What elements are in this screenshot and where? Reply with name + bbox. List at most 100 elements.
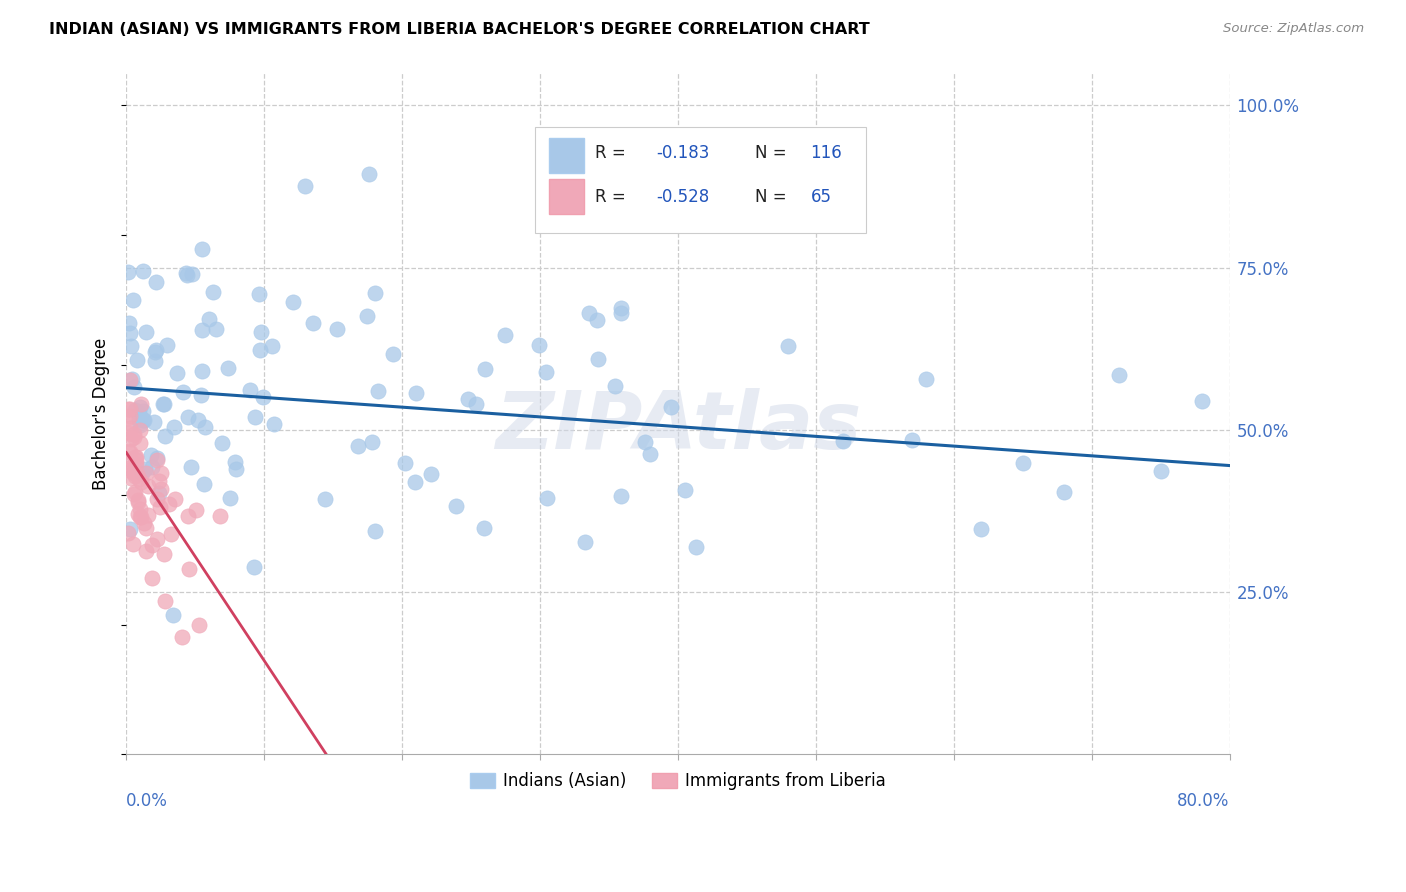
Point — [191, 364, 214, 378]
Point — [356, 309, 378, 323]
Point — [250, 325, 273, 339]
Point — [129, 417, 152, 432]
Point — [166, 366, 188, 380]
Point — [129, 502, 152, 516]
Point — [120, 421, 142, 435]
Point — [145, 276, 167, 290]
Point — [193, 476, 215, 491]
Point — [163, 491, 186, 506]
Point — [578, 306, 600, 320]
Point — [122, 486, 145, 500]
Point — [661, 400, 683, 414]
Point — [128, 473, 150, 487]
Point — [148, 475, 170, 489]
Point — [124, 469, 146, 483]
Point — [117, 401, 139, 416]
Point — [138, 508, 160, 522]
Point — [152, 397, 174, 411]
Point — [132, 403, 155, 417]
Text: N =: N = — [755, 145, 792, 162]
Point — [224, 455, 246, 469]
Point — [146, 492, 169, 507]
Point — [139, 448, 162, 462]
Point — [363, 286, 385, 301]
Point — [124, 450, 146, 464]
Point — [118, 409, 141, 424]
Text: Source: ZipAtlas.com: Source: ZipAtlas.com — [1223, 22, 1364, 36]
Point — [129, 510, 152, 524]
Point — [120, 373, 142, 387]
Point — [970, 522, 993, 536]
Point — [190, 387, 212, 401]
Point — [129, 475, 152, 490]
Point — [132, 413, 155, 427]
Point — [117, 526, 139, 541]
Point — [347, 439, 370, 453]
Point — [586, 351, 609, 366]
Point — [131, 466, 153, 480]
Point — [134, 461, 156, 475]
Point — [124, 485, 146, 500]
Text: R =: R = — [595, 145, 631, 162]
Point — [685, 540, 707, 554]
Point — [1011, 456, 1033, 470]
Point — [141, 459, 163, 474]
Point — [127, 494, 149, 508]
Point — [172, 630, 194, 644]
Point — [1053, 485, 1076, 500]
Point — [135, 466, 157, 480]
Point — [603, 379, 626, 393]
Point — [243, 409, 266, 424]
Point — [153, 594, 176, 608]
Point — [494, 328, 516, 343]
Point — [148, 486, 170, 500]
Point — [153, 397, 176, 411]
Text: -0.528: -0.528 — [657, 188, 709, 206]
Point — [198, 312, 221, 326]
Point — [301, 316, 323, 330]
Point — [122, 430, 145, 444]
Point — [124, 464, 146, 478]
Point — [117, 452, 139, 467]
Point — [778, 339, 800, 353]
Point — [239, 383, 262, 397]
Point — [142, 416, 165, 430]
Point — [444, 500, 467, 514]
Point — [127, 492, 149, 507]
Point — [640, 446, 662, 460]
Point — [294, 179, 316, 194]
Point — [145, 532, 167, 546]
Point — [124, 403, 146, 417]
Point — [190, 242, 212, 256]
Point — [146, 453, 169, 467]
Point — [143, 344, 166, 359]
Text: 0.0%: 0.0% — [127, 792, 169, 810]
Point — [135, 326, 157, 340]
Point — [153, 428, 176, 442]
Point — [129, 435, 152, 450]
Point — [150, 483, 173, 497]
Point — [177, 508, 200, 523]
Point — [118, 445, 141, 459]
FancyBboxPatch shape — [534, 128, 866, 233]
Point — [394, 456, 416, 470]
Point — [118, 461, 141, 475]
Point — [281, 294, 304, 309]
Point — [129, 400, 152, 414]
Point — [138, 479, 160, 493]
Point — [141, 571, 163, 585]
Point — [673, 483, 696, 498]
Point — [184, 503, 207, 517]
Text: INDIAN (ASIAN) VS IMMIGRANTS FROM LIBERIA BACHELOR'S DEGREE CORRELATION CHART: INDIAN (ASIAN) VS IMMIGRANTS FROM LIBERI… — [49, 22, 870, 37]
Point — [172, 385, 194, 400]
Point — [180, 460, 202, 475]
Point — [128, 406, 150, 420]
Point — [1191, 394, 1213, 409]
Point — [153, 547, 176, 561]
Point — [117, 443, 139, 458]
Text: 80.0%: 80.0% — [1177, 792, 1230, 810]
Point — [132, 264, 155, 278]
Point — [194, 419, 217, 434]
Point — [1150, 464, 1173, 478]
Point — [146, 450, 169, 465]
